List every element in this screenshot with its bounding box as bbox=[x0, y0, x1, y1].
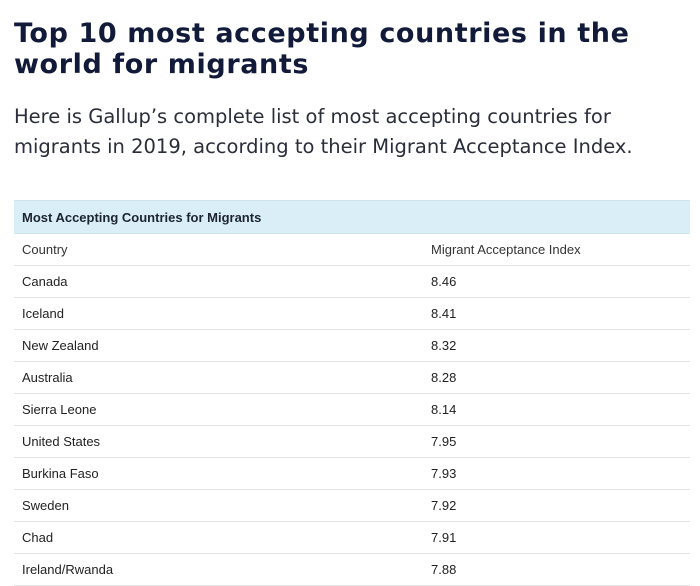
index-cell: 7.93 bbox=[423, 457, 690, 490]
table-row: Sweden 7.92 bbox=[14, 489, 690, 522]
country-cell: Sweden bbox=[14, 489, 423, 522]
table-row: New Zealand 8.32 bbox=[14, 329, 690, 362]
table-caption: Most Accepting Countries for Migrants bbox=[14, 200, 690, 234]
table-header-row: Country Migrant Acceptance Index bbox=[14, 233, 690, 266]
country-cell: New Zealand bbox=[14, 329, 423, 362]
table-row: Sierra Leone 8.14 bbox=[14, 393, 690, 426]
country-cell: Iceland bbox=[14, 297, 423, 330]
country-cell: United States bbox=[14, 425, 423, 458]
index-cell: 7.95 bbox=[423, 425, 690, 458]
index-cell: 8.41 bbox=[423, 297, 690, 330]
table-row: Chad 7.91 bbox=[14, 521, 690, 554]
table-row: Australia 8.28 bbox=[14, 361, 690, 394]
page-title: Top 10 most accepting countries in the w… bbox=[14, 18, 630, 80]
index-cell: 8.14 bbox=[423, 393, 690, 426]
table-row: Ireland/Rwanda 7.88 bbox=[14, 553, 690, 586]
index-cell: 8.32 bbox=[423, 329, 690, 362]
table-row: Canada 8.46 bbox=[14, 265, 690, 298]
intro-paragraph: Here is Gallup’s complete list of most a… bbox=[14, 105, 633, 158]
country-cell: Australia bbox=[14, 361, 423, 394]
column-header-country: Country bbox=[14, 233, 423, 266]
country-cell: Canada bbox=[14, 265, 423, 298]
country-cell: Burkina Faso bbox=[14, 457, 423, 490]
index-cell: 7.92 bbox=[423, 489, 690, 522]
index-cell: 7.88 bbox=[423, 553, 690, 586]
country-cell: Chad bbox=[14, 521, 423, 554]
table-caption-row: Most Accepting Countries for Migrants bbox=[14, 200, 690, 234]
index-cell: 8.28 bbox=[423, 361, 690, 394]
country-cell: Ireland/Rwanda bbox=[14, 553, 423, 586]
migrant-acceptance-table: Most Accepting Countries for Migrants Co… bbox=[14, 200, 690, 586]
table-row: Iceland 8.41 bbox=[14, 297, 690, 330]
article: Top 10 most accepting countries in the w… bbox=[14, 0, 690, 586]
index-cell: 8.46 bbox=[423, 265, 690, 298]
column-header-index: Migrant Acceptance Index bbox=[423, 233, 690, 266]
index-cell: 7.91 bbox=[423, 521, 690, 554]
table-row: Burkina Faso 7.93 bbox=[14, 457, 690, 490]
table-row: United States 7.95 bbox=[14, 425, 690, 458]
country-cell: Sierra Leone bbox=[14, 393, 423, 426]
